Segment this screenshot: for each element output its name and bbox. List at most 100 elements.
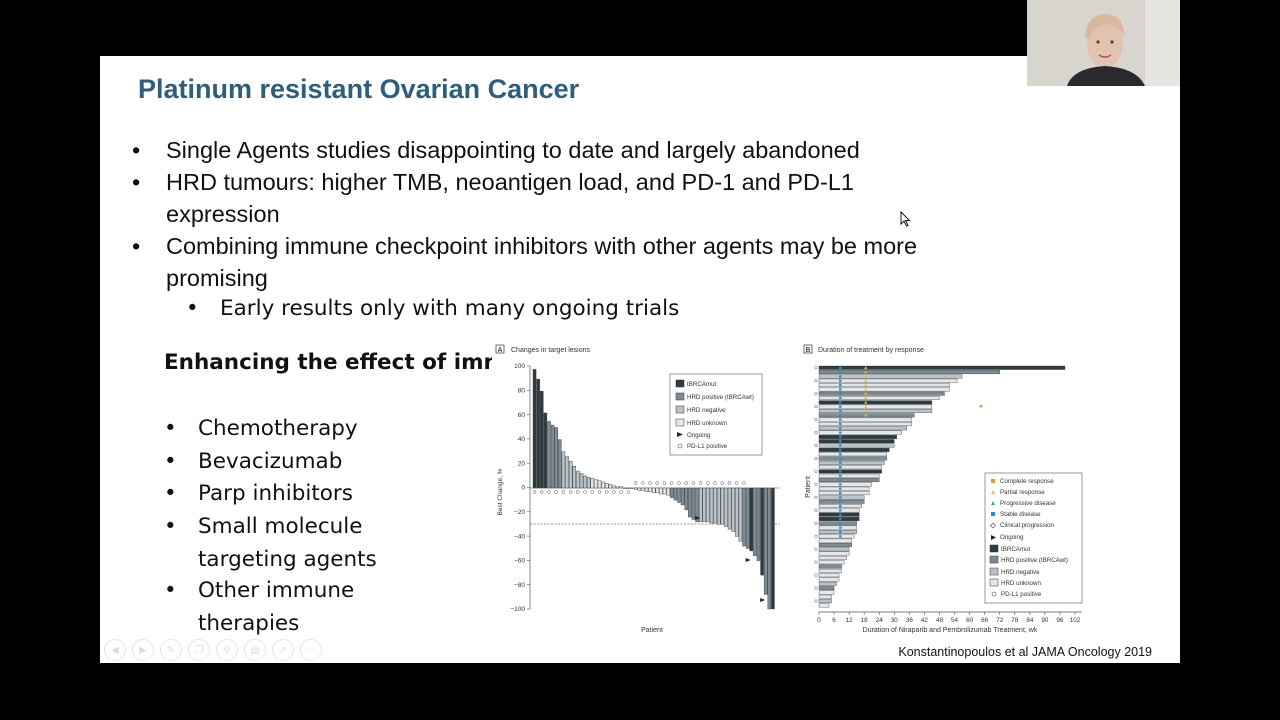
pdl1-marker xyxy=(662,481,667,485)
pdl1-marker xyxy=(814,508,818,512)
swimmer-bar xyxy=(818,439,895,444)
waterfall-bar xyxy=(543,412,548,489)
bullet-dot: • xyxy=(164,481,177,506)
stable-disease-marker xyxy=(839,457,842,460)
legend-label: PD-L1 positive xyxy=(687,443,728,450)
pdl1-marker xyxy=(814,573,818,577)
x-tick-label: 12 xyxy=(846,617,854,624)
pdl1-marker xyxy=(814,366,818,370)
pen-icon[interactable]: ✎ xyxy=(160,639,182,661)
pdl1-marker xyxy=(547,490,551,494)
subtitles-icon[interactable]: ▤ xyxy=(244,639,266,661)
x-tick-label: 6 xyxy=(832,617,836,624)
waterfall-bar xyxy=(641,487,645,491)
pdl1-marker xyxy=(814,379,818,383)
stable-disease-marker xyxy=(839,530,842,534)
stable-disease-marker xyxy=(839,500,842,503)
more-options-icon[interactable]: ⋯ xyxy=(300,639,322,661)
pointer-icon[interactable]: ↗ xyxy=(272,639,294,661)
waterfall-bar xyxy=(547,421,551,489)
swimmer-bar xyxy=(818,473,880,478)
copy-icon[interactable]: ❐ xyxy=(188,639,210,661)
swimmer-bar xyxy=(818,370,1000,375)
ongoing-arrow xyxy=(745,558,751,562)
legend-swatch xyxy=(989,544,999,553)
waterfall-bar xyxy=(651,487,656,494)
waterfall-bar xyxy=(738,487,743,542)
swimmer-bar xyxy=(818,594,832,599)
pdl1-marker xyxy=(691,481,696,485)
waterfall-bar xyxy=(568,461,573,489)
legend-swatch xyxy=(675,379,685,388)
pdl1-circle-icon xyxy=(991,591,997,597)
partial-response-marker xyxy=(864,391,868,395)
waterfall-bar xyxy=(558,439,562,489)
bullet-dot: • xyxy=(164,514,177,539)
zoom-icon[interactable]: ⚲ xyxy=(216,639,238,661)
list-item-text: Small molecule targeting agents xyxy=(198,514,377,572)
x-tick-label: 24 xyxy=(876,617,884,624)
swimmer-bar xyxy=(818,512,860,517)
previous-slide-icon[interactable]: ◀ xyxy=(104,639,126,661)
webcam-video[interactable] xyxy=(1027,0,1180,86)
stable-disease-marker xyxy=(839,504,842,508)
swimmer-bar xyxy=(818,452,887,457)
x-tick-label: 102 xyxy=(1070,617,1081,624)
x-tick-label: 84 xyxy=(1026,617,1034,624)
y-tick-label: 100 xyxy=(514,363,525,370)
pdl1-marker xyxy=(814,521,818,525)
legend-swatch xyxy=(989,578,999,587)
waterfall-bar xyxy=(626,487,631,489)
swimmer-bar xyxy=(818,547,850,552)
y-tick-label: −80 xyxy=(514,582,525,589)
ongoing-arrow-icon xyxy=(991,535,996,540)
waterfall-bar xyxy=(698,487,703,523)
waterfall-bar xyxy=(655,487,660,494)
pdl1-marker xyxy=(604,490,609,494)
partial-response-icon xyxy=(991,490,995,494)
stable-disease-marker xyxy=(839,401,842,404)
swimmer-bar xyxy=(818,551,850,556)
pdl1-marker xyxy=(814,599,818,603)
y-ticks: 100 80 60 40 20 0 −20 −40 −60 −80 −100 xyxy=(510,363,530,613)
next-slide-icon[interactable]: ▶ xyxy=(132,639,154,661)
swimmer-bar xyxy=(818,530,857,534)
y-tick-label: 60 xyxy=(518,412,526,419)
swimmer-bar xyxy=(818,538,852,543)
y-tick-label: −20 xyxy=(514,509,525,516)
waterfall-bar xyxy=(565,456,569,489)
stable-disease-marker xyxy=(839,444,842,447)
waterfall-bar xyxy=(608,484,613,489)
legend-label: HRD unknown xyxy=(1001,580,1041,587)
swimmer-bar xyxy=(818,409,933,413)
bars xyxy=(814,365,1066,608)
pdl1-marker xyxy=(814,482,818,486)
stable-disease-marker xyxy=(839,414,842,417)
swimmer-bar xyxy=(818,517,860,521)
legend-swatch xyxy=(675,392,685,401)
pdl1-marker xyxy=(814,431,818,435)
legend: Complete response Partial response Progr… xyxy=(984,472,1083,604)
partial-response-marker xyxy=(864,370,868,374)
waterfall-bar xyxy=(720,487,725,525)
swimmer-bar xyxy=(818,581,837,586)
legend-label: PD-L1 positive xyxy=(1001,591,1042,598)
waterfall-bar xyxy=(550,424,555,489)
waterfall-bar xyxy=(688,487,692,518)
stable-disease-marker xyxy=(839,522,842,525)
swimmer-bar xyxy=(818,491,870,496)
x-tick-label: 78 xyxy=(1011,617,1019,624)
legend-label: HRD unknown xyxy=(687,420,727,427)
legend-box xyxy=(984,472,1083,604)
waterfall-bar xyxy=(753,487,757,556)
waterfall-bar xyxy=(731,487,735,532)
partial-response-marker xyxy=(864,404,868,408)
swimmer-bar xyxy=(818,460,885,465)
pdl1-marker xyxy=(669,481,674,485)
swimmer-bar xyxy=(818,555,847,560)
partial-response-marker xyxy=(864,400,868,404)
pdl1-marker xyxy=(814,405,818,409)
swimmer-bar xyxy=(818,568,842,573)
swimmer-bar xyxy=(818,469,882,474)
pdl1-circle-icon xyxy=(677,443,683,449)
